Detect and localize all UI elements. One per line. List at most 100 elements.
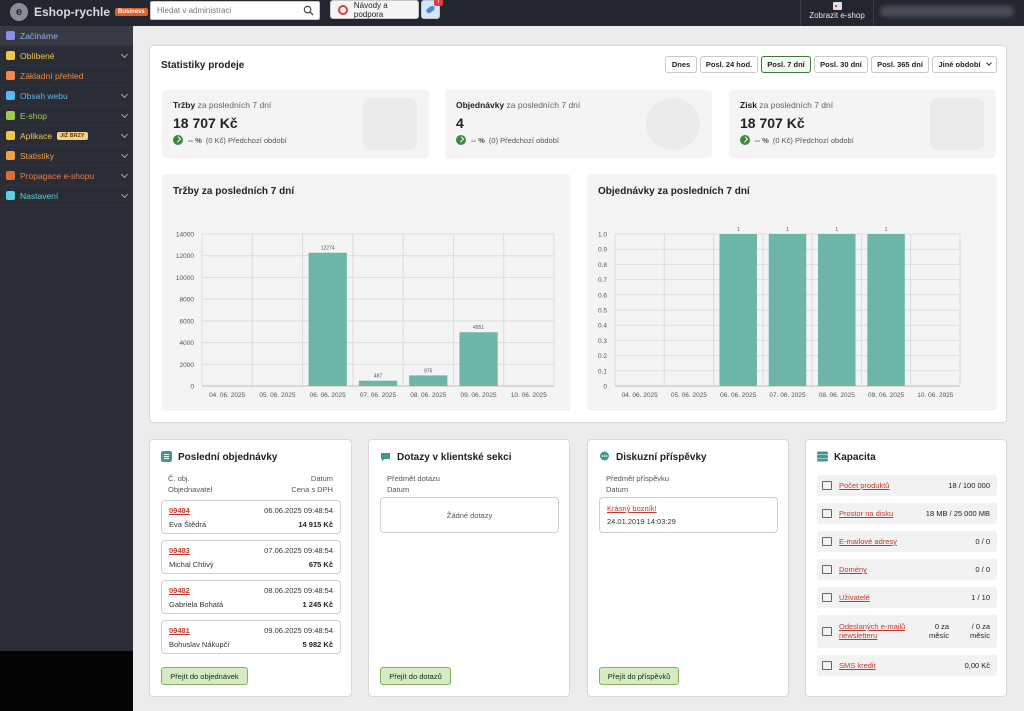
go-to-posts-button[interactable]: Přejít do příspěvků [599, 667, 679, 685]
chevron-down-icon[interactable] [120, 90, 129, 99]
sidebar-item-icon [6, 91, 15, 100]
y-tick-label: 0 [603, 384, 607, 391]
capacity-label[interactable]: Domény [839, 565, 867, 574]
go-to-orders-button[interactable]: Přejít do objednávek [161, 667, 248, 685]
sidebar-item[interactable]: Základní přehled [0, 66, 133, 86]
x-tick-label: 07. 06. 2025 [769, 392, 806, 399]
order-row[interactable]: 09481 09.06.2025 09:48:54 Bohuslav Nákupčí… [161, 620, 341, 654]
capacity-label[interactable]: Počet produktů [839, 481, 890, 490]
order-date: 08.06.2025 09:48:54 [264, 586, 333, 595]
y-tick-label: 4000 [180, 340, 195, 347]
period-today[interactable]: Dnes [665, 56, 697, 73]
revenue-chart-svg: 0 2000 4000 6000 8000 10000 12000 14000 04. 06. … [176, 232, 555, 399]
capacity-row: Prostor na disku 18 MB / 25 000 MB [817, 503, 997, 524]
sidebar-item-icon [6, 171, 15, 180]
chevron-down-icon[interactable] [120, 150, 129, 159]
y-tick-label: 0.9 [598, 247, 607, 254]
period-other-dropdown[interactable]: Jiné období [932, 56, 997, 73]
bar [459, 332, 498, 386]
period-365d[interactable]: Posl. 365 dní [871, 56, 929, 73]
logo[interactable]: e Eshop-rychle Business [10, 3, 148, 21]
sidebar-item[interactable]: Obsah webu [0, 86, 133, 106]
data-label: 1 [835, 227, 838, 233]
sidebar-item-icon [6, 31, 15, 40]
order-row[interactable]: 09484 06.06.2025 09:48:54 Eva Štědrá 14 915… [161, 500, 341, 534]
wallet-icon [363, 98, 417, 150]
order-row[interactable]: 09482 08.06.2025 09:48:54 Gabriela Bohatá 1… [161, 580, 341, 614]
y-tick-label: 0.7 [598, 277, 607, 284]
go-to-queries-button[interactable]: Přejít do dotazů [380, 667, 451, 685]
data-label: 12274 [321, 246, 335, 252]
order-number[interactable]: 09484 [169, 506, 190, 515]
sidebar-item-label: Začínáme [20, 30, 58, 41]
y-tick-label: 0.2 [598, 353, 607, 360]
pill-button[interactable]: ! [421, 0, 443, 19]
sidebar-item[interactable]: Statistiky [0, 146, 133, 166]
capacity-icon [822, 537, 832, 546]
sidebar-item-label: Propagace e-shopu [20, 170, 95, 181]
x-tick-label: 04. 06. 2025 [622, 392, 659, 399]
capacity-label[interactable]: Prostor na disku [839, 509, 894, 518]
chart-title: Objednávky za posledních 7 dní [598, 186, 750, 197]
orders-panel: Poslední objednávky Č. obj. Objednavatel … [149, 439, 352, 697]
order-customer: Gabriela Bohatá [169, 600, 224, 609]
sidebar-item-icon [6, 111, 15, 120]
bar [818, 234, 856, 386]
chevron-down-icon[interactable] [120, 170, 129, 179]
sidebar-item[interactable]: Oblíbené [0, 46, 133, 66]
order-number[interactable]: 09482 [169, 586, 190, 595]
y-tick-label: 10000 [176, 275, 194, 282]
data-label: 975 [424, 368, 433, 374]
chevron-down-icon[interactable] [120, 130, 129, 139]
order-row[interactable]: 09483 07.06.2025 09:48:54 Michal Chtivý 675… [161, 540, 341, 574]
help-button[interactable]: Návody a podpora [330, 0, 419, 19]
discussion-panel: Diskuzní příspěvky Předmět příspěvku Datu… [587, 439, 789, 697]
search-icon[interactable] [303, 5, 314, 16]
period-7d[interactable]: Posl. 7 dní [761, 56, 811, 73]
capacity-value: 18 MB / 25 000 MB [925, 509, 990, 518]
y-tick-label: 1.0 [598, 232, 607, 239]
capacity-label[interactable]: SMS kredit [839, 661, 876, 670]
capacity-label[interactable]: Uživatelé [839, 593, 870, 602]
period-30d[interactable]: Posl. 30 dní [814, 56, 868, 73]
user-menu[interactable] [880, 6, 1014, 17]
discussion-item-title[interactable]: Krásný bozník! [607, 504, 657, 513]
sidebar-item[interactable]: E-shop [0, 106, 133, 126]
sidebar-item[interactable]: Nastavení [0, 186, 133, 206]
order-date: 07.06.2025 09:48:54 [264, 546, 333, 555]
kpi-trend-percent: -- % [755, 135, 769, 145]
show-shop-button[interactable]: Zobrazit e-shop [800, 0, 874, 26]
kpi-trend: -- % (0) Předchozí období [456, 135, 559, 145]
bar [768, 234, 807, 386]
capacity-value: 0 za měsíc [928, 622, 949, 640]
kpi-trend-percent: -- % [471, 135, 485, 145]
capacity-panel: Kapacita Počet produktů 18 / 100 000 Prost… [805, 439, 1007, 697]
period-24h[interactable]: Posl. 24 hod. [700, 56, 758, 73]
capacity-row: E-mailové adresy 0 / 0 [817, 531, 997, 552]
search-box[interactable] [150, 1, 320, 20]
logo-mark: e [10, 3, 28, 21]
capacity-icon [822, 509, 832, 518]
sidebar-item[interactable]: Začínáme [0, 26, 133, 46]
pill-icon [425, 4, 436, 15]
sidebar-footer [0, 651, 133, 711]
column-header-left: Č. obj. Objednavatel [168, 473, 212, 495]
search-input[interactable] [151, 2, 296, 19]
order-number[interactable]: 09481 [169, 626, 190, 635]
sidebar-item[interactable]: Aplikace JIŽ BRZY [0, 126, 133, 146]
kpi-label-rest: za posledních 7 dní [757, 100, 834, 110]
discussion-item[interactable]: Krásný bozník! 24.01.2019 14:03:29 [599, 497, 778, 533]
capacity-value: 1 / 10 [971, 593, 990, 602]
chevron-down-icon[interactable] [120, 110, 129, 119]
sidebar-item-icon [6, 131, 15, 140]
empty-state: Žádné dotazy [380, 497, 559, 533]
capacity-label[interactable]: E-mailové adresy [839, 537, 897, 546]
order-number[interactable]: 09483 [169, 546, 190, 555]
sidebar-item[interactable]: Propagace e-shopu [0, 166, 133, 186]
chevron-down-icon[interactable] [120, 190, 129, 199]
chevron-down-icon[interactable] [120, 50, 129, 59]
x-tick-label: 06. 06. 2025 [720, 392, 757, 399]
server-icon [817, 451, 828, 462]
capacity-label[interactable]: Odeslaných e-mailů newsletteru [839, 622, 906, 640]
capacity-icon [822, 481, 832, 490]
